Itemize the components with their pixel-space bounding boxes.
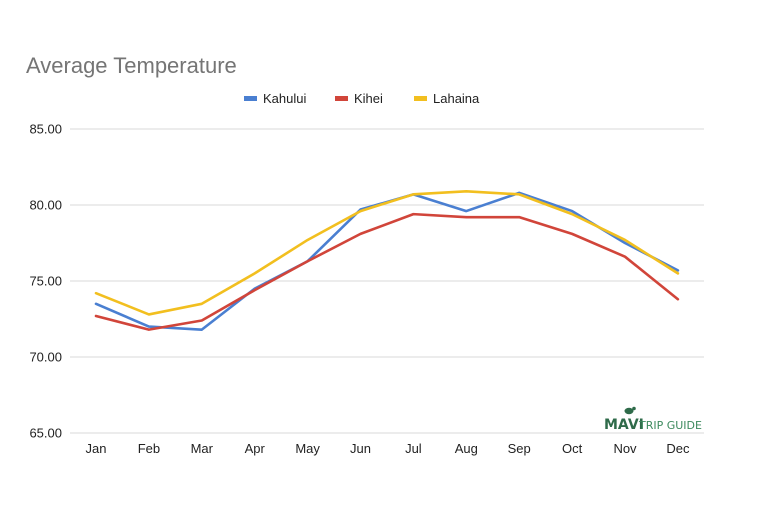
legend-swatch — [244, 96, 257, 101]
turtle-icon — [624, 406, 636, 415]
series-line — [94, 190, 680, 316]
y-tick-label: 80.00 — [29, 198, 62, 213]
legend-swatch — [335, 96, 348, 101]
legend-swatch — [414, 96, 427, 101]
x-tick-label: Mar — [191, 441, 214, 456]
y-tick-label: 70.00 — [29, 350, 62, 365]
watermark-logo: MAVI TRIP GUIDE — [604, 406, 702, 433]
x-tick-label: Apr — [245, 441, 266, 456]
series-lines — [94, 190, 680, 331]
series-kahului — [94, 191, 680, 331]
series-line — [94, 212, 680, 331]
x-axis-ticks: Jan Feb Mar Apr May Jun Jul Aug Sep Oct Nov Dec — [86, 441, 690, 456]
x-tick-label: Nov — [613, 441, 637, 456]
legend-label: Lahaina — [433, 91, 480, 106]
y-tick-label: 75.00 — [29, 274, 62, 289]
x-tick-label: Dec — [666, 441, 690, 456]
legend-label: Kahului — [263, 91, 306, 106]
x-tick-label: May — [295, 441, 320, 456]
series-kihei — [94, 212, 680, 331]
x-tick-label: Oct — [562, 441, 583, 456]
gridlines — [70, 128, 704, 434]
y-tick-label: 65.00 — [29, 426, 62, 441]
x-tick-label: Jul — [405, 441, 422, 456]
x-tick-label: Feb — [138, 441, 160, 456]
series-lahaina — [94, 190, 680, 316]
legend-label: Kihei — [354, 91, 383, 106]
chart-title: Average Temperature — [26, 53, 237, 78]
series-line — [94, 191, 680, 331]
x-tick-label: Jun — [350, 441, 371, 456]
x-tick-label: Jan — [86, 441, 107, 456]
x-tick-label: Aug — [455, 441, 478, 456]
legend: Kahului Kihei Lahaina — [244, 91, 480, 106]
y-axis-ticks: 65.00 70.00 75.00 80.00 85.00 — [29, 122, 62, 441]
x-tick-label: Sep — [508, 441, 531, 456]
y-tick-label: 85.00 — [29, 122, 62, 137]
watermark-brand: MAVI — [604, 417, 644, 433]
watermark-text: TRIP GUIDE — [638, 419, 702, 432]
